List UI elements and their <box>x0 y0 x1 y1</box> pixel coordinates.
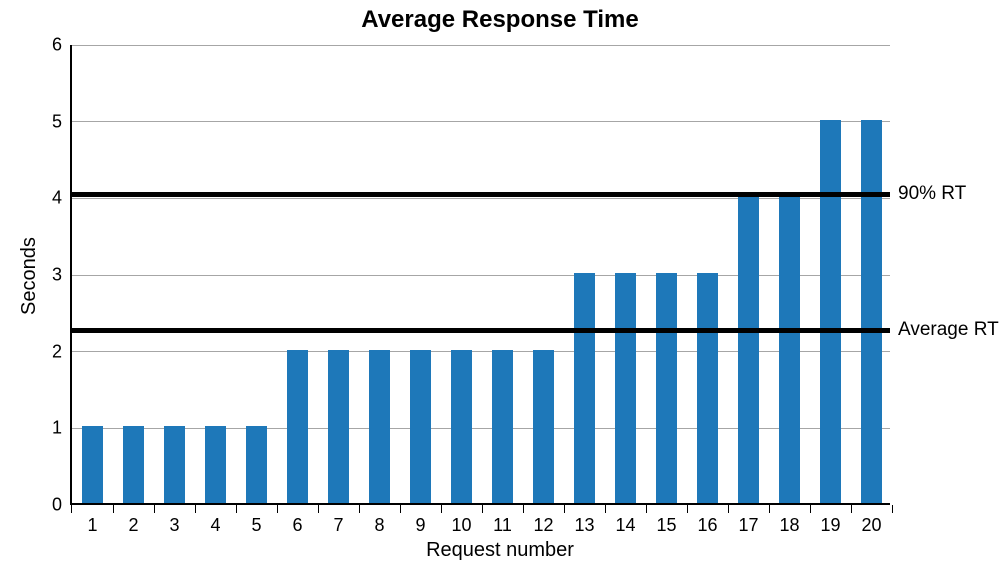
x-tick-label: 5 <box>236 515 277 536</box>
grid-line <box>72 45 890 46</box>
bar <box>615 273 636 503</box>
bar <box>287 350 308 503</box>
x-tick-mark <box>810 505 811 513</box>
x-tick-label: 8 <box>359 515 400 536</box>
x-axis-label: Request number <box>0 539 1000 562</box>
bar <box>328 350 349 503</box>
x-tick-mark <box>318 505 319 513</box>
x-tick-mark <box>564 505 565 513</box>
x-tick-label: 10 <box>441 515 482 536</box>
grid-line <box>72 428 890 429</box>
y-tick-label: 0 <box>52 495 62 516</box>
y-tick-label: 5 <box>52 111 62 132</box>
x-tick-mark <box>400 505 401 513</box>
x-tick-mark <box>728 505 729 513</box>
y-axis-label: Seconds <box>18 237 41 315</box>
x-tick-mark <box>236 505 237 513</box>
x-tick-label: 3 <box>154 515 195 536</box>
bar <box>246 426 267 503</box>
x-tick-label: 17 <box>728 515 769 536</box>
chart-title: Average Response Time <box>0 6 1000 34</box>
bar <box>369 350 390 503</box>
x-tick-mark <box>769 505 770 513</box>
x-tick-label: 20 <box>851 515 892 536</box>
grid-line <box>72 275 890 276</box>
x-tick-mark <box>482 505 483 513</box>
x-tick-mark <box>892 505 893 513</box>
x-tick-label: 9 <box>400 515 441 536</box>
bar <box>164 426 185 503</box>
reference-line <box>72 192 890 197</box>
x-tick-mark <box>441 505 442 513</box>
bar <box>451 350 472 503</box>
bar <box>779 196 800 503</box>
x-tick-mark <box>605 505 606 513</box>
x-tick-label: 18 <box>769 515 810 536</box>
x-tick-mark <box>523 505 524 513</box>
bar <box>820 120 841 503</box>
y-tick-label: 3 <box>52 265 62 286</box>
bar <box>82 426 103 503</box>
x-tick-mark <box>359 505 360 513</box>
bar <box>656 273 677 503</box>
x-tick-label: 7 <box>318 515 359 536</box>
bar <box>410 350 431 503</box>
x-tick-label: 15 <box>646 515 687 536</box>
y-tick-label: 1 <box>52 418 62 439</box>
x-tick-label: 12 <box>523 515 564 536</box>
x-tick-label: 6 <box>277 515 318 536</box>
grid-line <box>72 351 890 352</box>
x-tick-label: 4 <box>195 515 236 536</box>
bar <box>738 196 759 503</box>
x-tick-label: 13 <box>564 515 605 536</box>
x-tick-mark <box>113 505 114 513</box>
y-tick-label: 4 <box>52 188 62 209</box>
reference-line-label: 90% RT <box>898 183 966 205</box>
y-tick-label: 6 <box>52 35 62 56</box>
x-tick-mark <box>277 505 278 513</box>
x-tick-label: 16 <box>687 515 728 536</box>
x-tick-mark <box>851 505 852 513</box>
x-tick-mark <box>154 505 155 513</box>
x-tick-label: 11 <box>482 515 523 536</box>
reference-line <box>72 328 890 333</box>
bar <box>123 426 144 503</box>
grid-line <box>72 121 890 122</box>
chart-container: Average Response Time Seconds Request nu… <box>0 0 1000 581</box>
plot-area: 01234561234567891011121314151617181920 <box>70 45 890 505</box>
bar <box>205 426 226 503</box>
bar <box>492 350 513 503</box>
bar <box>574 273 595 503</box>
x-tick-mark <box>687 505 688 513</box>
bar <box>697 273 718 503</box>
x-tick-mark <box>71 505 72 513</box>
grid-line <box>72 198 890 199</box>
bar <box>533 350 554 503</box>
x-tick-mark <box>646 505 647 513</box>
x-tick-mark <box>195 505 196 513</box>
x-tick-label: 1 <box>72 515 113 536</box>
bar <box>861 120 882 503</box>
x-tick-label: 19 <box>810 515 851 536</box>
reference-line-label: Average RT <box>898 319 999 341</box>
x-tick-label: 14 <box>605 515 646 536</box>
x-tick-label: 2 <box>113 515 154 536</box>
y-tick-label: 2 <box>52 341 62 362</box>
